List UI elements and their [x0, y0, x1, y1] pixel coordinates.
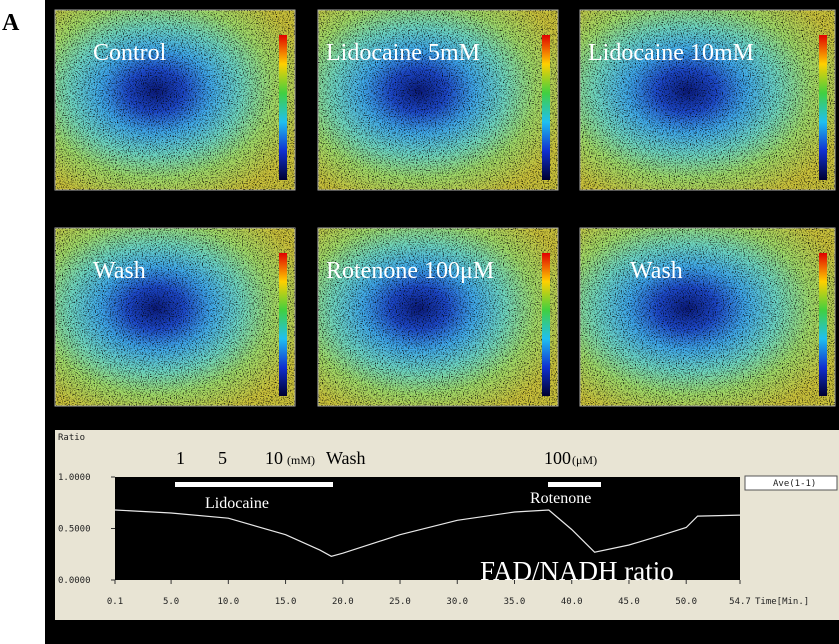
x-tick-label: 0.1: [107, 597, 123, 607]
x-tick-label: 25.0: [389, 597, 411, 607]
image-texture: [318, 10, 558, 190]
annotation: Rotenone: [530, 490, 591, 507]
x-axis-label: Time[Min.]: [755, 597, 809, 607]
micro-image: Control: [55, 10, 295, 190]
x-tick-label: 54.7: [729, 597, 751, 607]
panel-label: A: [2, 10, 20, 36]
annotation: (μM): [572, 453, 597, 467]
image-texture: [580, 228, 835, 406]
image-texture: [580, 10, 835, 190]
micro-image: Lidocaine 5mM: [318, 10, 558, 190]
annotation: 1: [176, 448, 185, 468]
y-axis-label: Ratio: [58, 433, 85, 443]
x-tick-label: 50.0: [675, 597, 697, 607]
x-tick-label: 35.0: [504, 597, 526, 607]
colorbar: [279, 253, 287, 396]
y-tick-label: 1.0000: [58, 473, 91, 483]
micro-image: Wash: [580, 228, 835, 406]
image-label: Rotenone 100μM: [326, 258, 494, 284]
annotation: 5: [218, 448, 227, 468]
annotation: Wash: [326, 448, 366, 468]
y-tick-label: 0.5000: [58, 525, 91, 535]
x-tick-label: 5.0: [163, 597, 179, 607]
x-tick-label: 30.0: [446, 597, 468, 607]
colorbar: [819, 35, 827, 180]
annotation: Lidocaine: [205, 495, 269, 512]
image-label: Wash: [93, 258, 146, 284]
image-label: Lidocaine 5mM: [326, 40, 480, 66]
colorbar: [819, 253, 827, 396]
treatment-bar: [175, 482, 333, 487]
image-texture: [55, 10, 295, 190]
image-texture: [318, 228, 558, 406]
treatment-bar: [548, 482, 601, 487]
micro-image: Lidocaine 10mM: [580, 10, 835, 190]
x-tick-label: 20.0: [332, 597, 354, 607]
colorbar: [542, 253, 550, 396]
colorbar: [279, 35, 287, 180]
image-label: Control: [93, 40, 167, 66]
annotation: 100: [544, 448, 571, 468]
figure: A Control Lidocaine 5mM Lidocaine 10mM Wash…: [0, 0, 839, 644]
x-tick-label: 45.0: [618, 597, 640, 607]
annotation: FAD/NADH ratio: [480, 556, 674, 586]
legend-entry: Ave(1-1): [773, 479, 816, 489]
image-label: Lidocaine 10mM: [588, 40, 754, 66]
y-tick-label: 0.0000: [58, 576, 91, 586]
annotation: (mM): [287, 453, 315, 467]
micro-image: Wash: [55, 228, 295, 406]
image-texture: [55, 228, 295, 406]
image-label: Wash: [630, 258, 683, 284]
x-tick-label: 40.0: [561, 597, 583, 607]
colorbar: [542, 35, 550, 180]
micro-image: Rotenone 100μM: [318, 228, 558, 406]
annotation: 10: [265, 448, 283, 468]
x-tick-label: 15.0: [275, 597, 297, 607]
x-tick-label: 10.0: [217, 597, 239, 607]
